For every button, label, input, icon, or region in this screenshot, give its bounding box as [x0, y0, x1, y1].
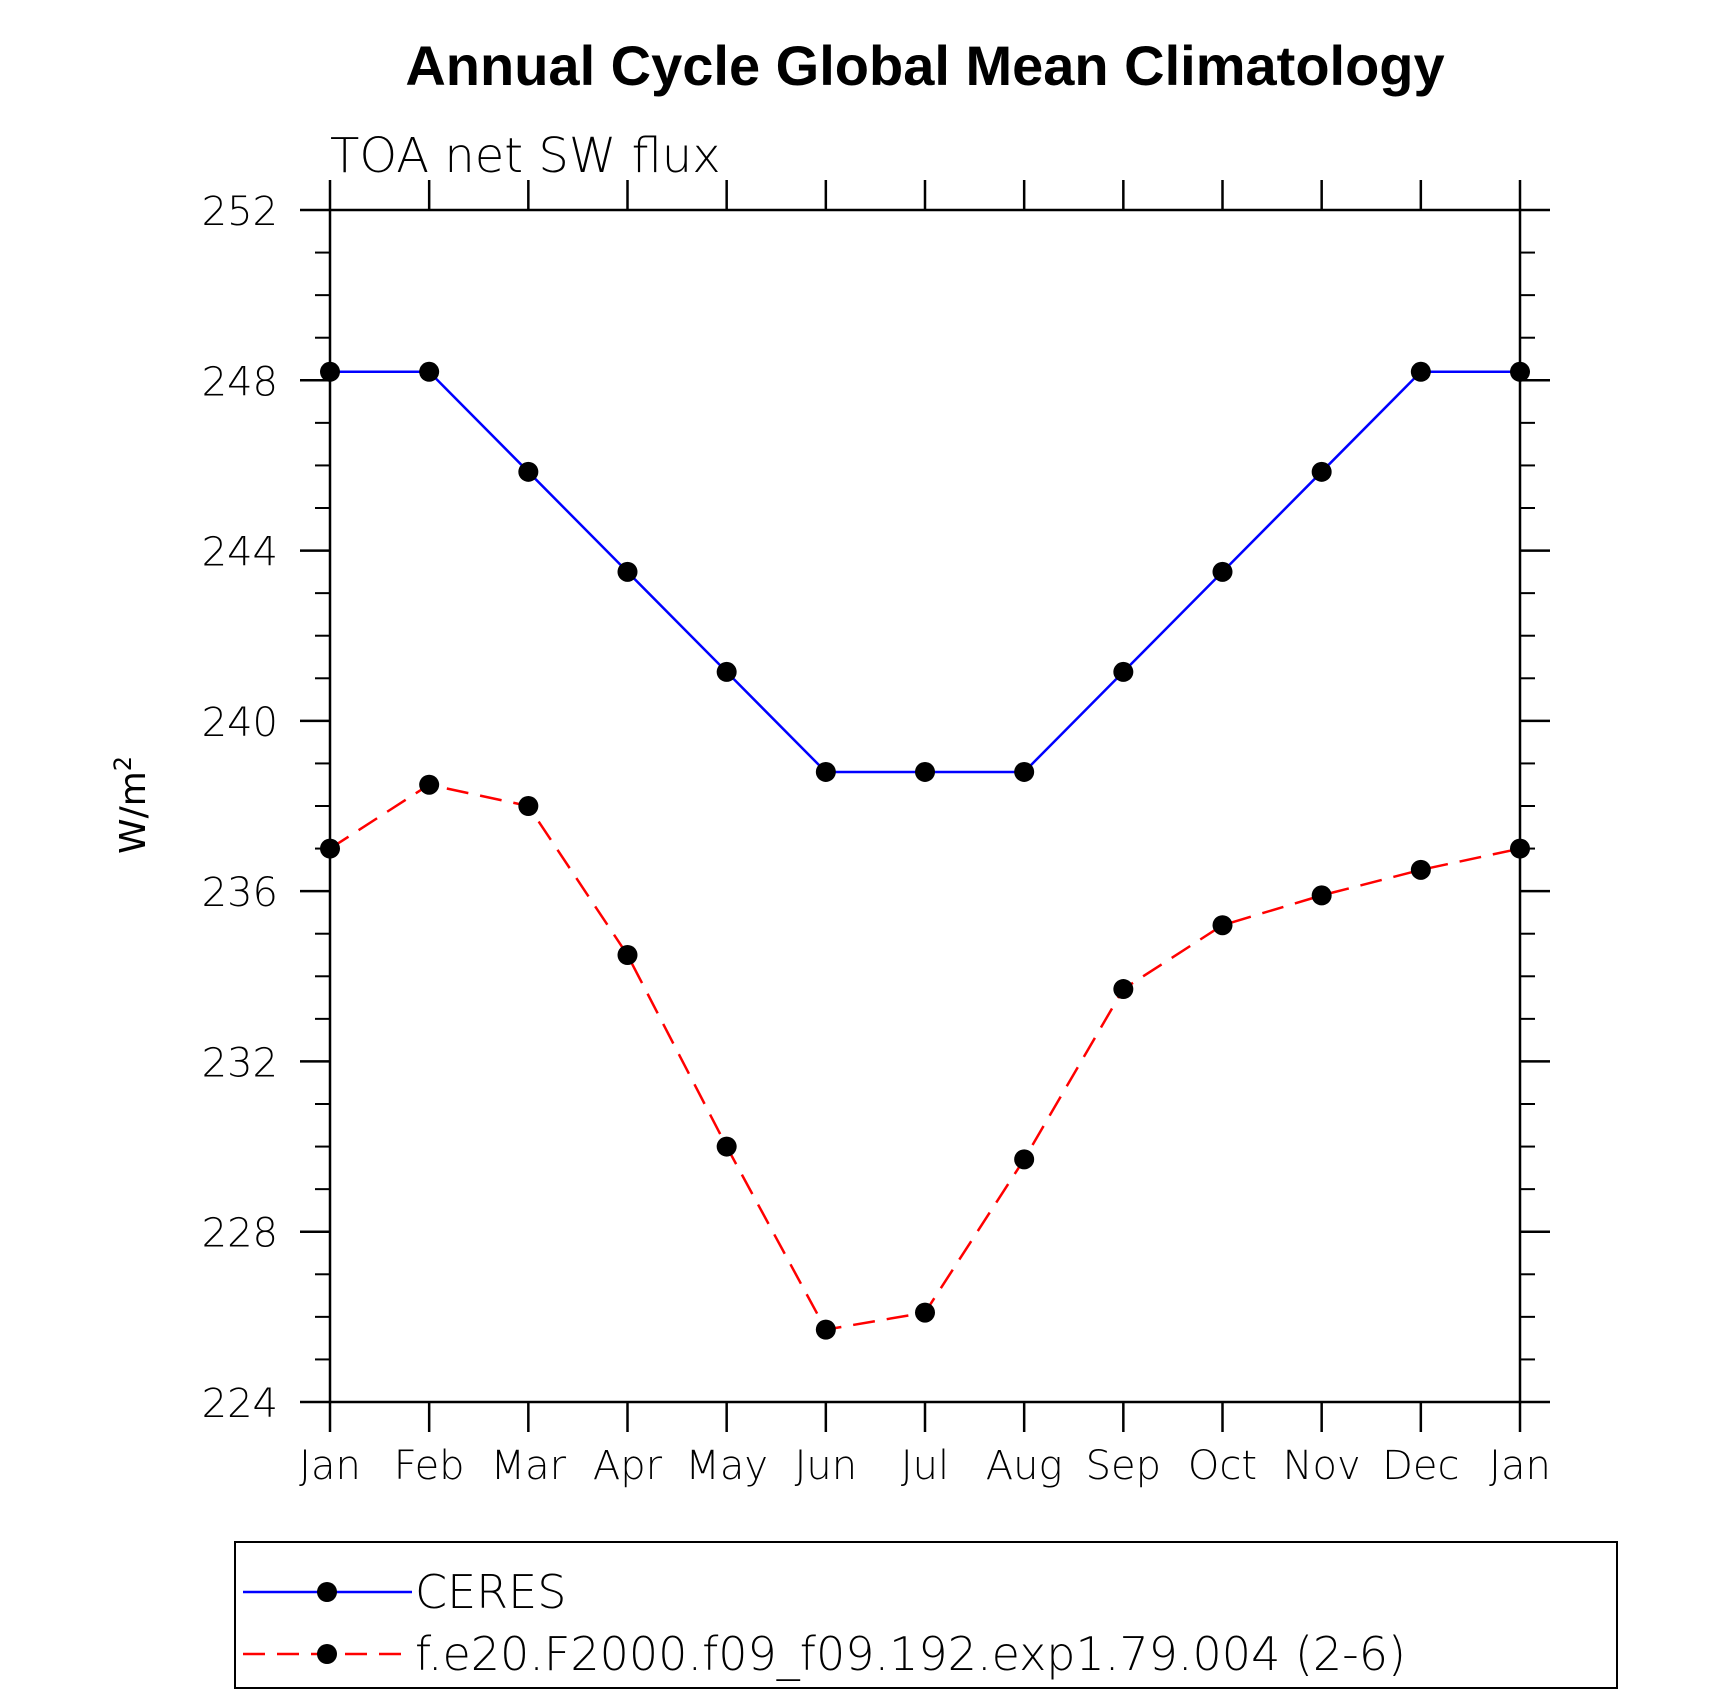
series-0-point	[1212, 561, 1233, 582]
x-tick-label: Jul	[901, 1443, 949, 1489]
series-1-point	[1311, 885, 1332, 906]
x-tick-label: Mar	[491, 1443, 567, 1489]
tick-labels: 224 228 232 236 240 244 248 252 Jan Feb Mar Apr May J…	[202, 189, 1551, 1489]
y-tick-label: 236	[202, 870, 278, 916]
y-tick-label: 252	[202, 189, 278, 235]
series-1-point	[1410, 859, 1431, 880]
series-1-point	[419, 774, 440, 795]
legend-marker-0	[317, 1582, 337, 1602]
series-0-point	[1311, 461, 1332, 482]
x-tick-label: Nov	[1283, 1443, 1361, 1489]
series-0-point	[518, 461, 539, 482]
y-tick-label: 248	[202, 359, 278, 405]
series-0-point	[1113, 661, 1134, 682]
x-tick-label: Jan	[299, 1443, 361, 1489]
series-0-point	[419, 361, 440, 382]
y-tick-label: 244	[202, 530, 278, 576]
series-1-point	[518, 796, 539, 816]
legend-label-1: f.e20.F2000.f09_f09.192.exp1.79.004 (2-6…	[415, 1627, 1406, 1681]
y-axis-label: W/m2	[109, 756, 154, 854]
y-axis-label-main: W/m	[113, 771, 154, 854]
series-line-0	[330, 370, 1520, 774]
series-1-point	[617, 945, 638, 965]
x-tick-label: Jan	[1489, 1443, 1551, 1489]
axis-ticks	[300, 180, 1550, 1432]
x-tick-label: Sep	[1086, 1443, 1161, 1489]
series-1-point	[716, 1136, 737, 1157]
legend-items: CERES f.e20.F2000.f09_f09.192.exp1.79.004…	[243, 1565, 1406, 1681]
series-1-point	[1014, 1149, 1035, 1170]
x-tick-label: Dec	[1382, 1443, 1459, 1489]
y-tick-label: 232	[202, 1040, 278, 1086]
x-tick-label: Jun	[795, 1443, 858, 1489]
series-1-point	[1113, 979, 1134, 1000]
legend: CERES f.e20.F2000.f09_f09.192.exp1.79.004…	[234, 1541, 1618, 1689]
chart-title: Annual Cycle Global Mean Climatology	[405, 34, 1444, 97]
x-tick-label: Apr	[593, 1443, 663, 1489]
legend-marker-1	[317, 1644, 337, 1664]
x-tick-label: May	[685, 1443, 768, 1489]
series-1-point	[1212, 915, 1233, 936]
legend-label-0: CERES	[415, 1565, 566, 1619]
x-tick-label: Aug	[986, 1443, 1063, 1489]
series-0-point	[1014, 761, 1035, 782]
series-1-point	[915, 1302, 935, 1323]
y-axis-label-superscript: 2	[109, 756, 137, 771]
series-line-1	[329, 783, 1521, 1332]
x-tick-label: Feb	[394, 1443, 465, 1489]
plot-frame	[328, 208, 1522, 1404]
y-tick-label: 224	[202, 1381, 278, 1427]
series-0-point	[815, 761, 836, 782]
series-layer	[320, 361, 1530, 1340]
legend-box	[234, 1541, 1618, 1689]
chart-subtitle: TOA net SW flux	[330, 128, 721, 184]
series-0-point	[915, 761, 935, 782]
x-tick-label: Oct	[1188, 1443, 1257, 1489]
series-0-point	[1410, 361, 1431, 382]
series-1-point	[815, 1319, 836, 1340]
y-tick-label: 228	[202, 1211, 278, 1257]
series-0-point	[617, 561, 638, 582]
y-tick-label: 240	[202, 700, 278, 746]
series-0-point	[716, 661, 737, 682]
